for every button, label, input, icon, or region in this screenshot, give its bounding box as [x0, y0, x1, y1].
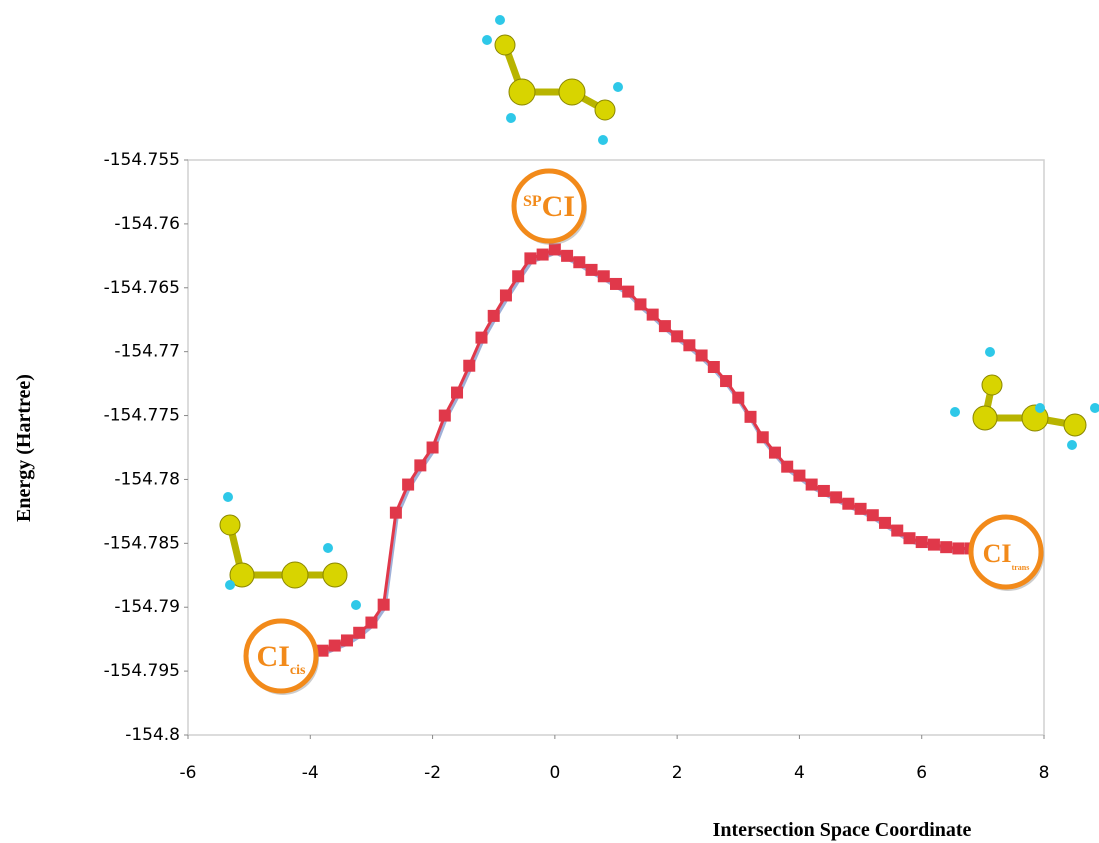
y-tick-label: -154.775 [104, 406, 180, 426]
marker [414, 459, 427, 472]
marker [512, 270, 525, 283]
marker [879, 516, 892, 529]
line [321, 247, 971, 653]
marker [707, 361, 720, 373]
y-tick-label: -154.78 [114, 469, 180, 489]
x-tick-label: 2 [672, 763, 683, 783]
marker [340, 634, 353, 647]
marker [463, 359, 476, 372]
marker [536, 248, 549, 261]
marker [695, 349, 708, 362]
marker [952, 542, 965, 555]
marker [720, 375, 733, 388]
marker [548, 243, 561, 256]
annotation-text: CI [542, 190, 575, 223]
x-tick-label: 4 [794, 763, 805, 783]
molecule-right [950, 347, 1099, 450]
marker [744, 410, 757, 423]
plot-area [187, 159, 1045, 736]
y-axis-title: Energy (Hartree) [13, 374, 35, 522]
molecule-top [482, 15, 623, 145]
marker [817, 484, 830, 497]
annotation-sub: cis [290, 663, 306, 678]
marker [671, 330, 684, 343]
marker [487, 309, 500, 322]
marker [377, 598, 390, 611]
annotation-sub: trans [1012, 563, 1030, 572]
marker [756, 431, 769, 444]
marker [353, 626, 366, 639]
marker [683, 339, 696, 352]
marker [389, 506, 402, 519]
x-tick-label: 6 [916, 763, 927, 783]
x-tick-label: 8 [1039, 763, 1050, 783]
marker [768, 446, 781, 459]
marker [658, 320, 671, 333]
marker [524, 252, 537, 265]
marker [915, 536, 928, 549]
y-tick-label: -154.76 [114, 214, 180, 234]
annotation-circle [243, 618, 319, 694]
marker [903, 532, 916, 545]
annotation-circle [968, 514, 1044, 590]
marker [451, 386, 464, 399]
marker [866, 509, 879, 522]
marker [573, 256, 586, 269]
annotation-circle [511, 168, 587, 244]
annotation: CIcis [257, 640, 306, 678]
marker [499, 289, 512, 302]
marker [561, 249, 574, 262]
y-tick-label: -154.765 [104, 278, 180, 298]
marker [793, 469, 806, 482]
marker [842, 497, 855, 510]
x-tick-label: 0 [549, 763, 560, 783]
marker [646, 308, 659, 321]
marker [891, 524, 904, 537]
y-tick-label: -154.785 [104, 533, 180, 553]
annotation-sup: SP [523, 193, 542, 210]
marker [622, 285, 635, 298]
annotation: SPCI [523, 190, 575, 223]
marker [328, 639, 341, 652]
x-axis-title: Intersection Space Coordinate [713, 819, 972, 841]
marker [732, 391, 745, 404]
marker [585, 263, 598, 276]
marker [438, 409, 451, 422]
marker [597, 270, 610, 283]
marker [634, 298, 647, 311]
marker [927, 538, 940, 551]
annotation-text: CI [257, 640, 290, 673]
annotation: CItrans [983, 539, 1030, 572]
molecule-left [219, 492, 361, 610]
marker [805, 478, 818, 491]
marker [830, 491, 843, 504]
x-tick-label: -6 [180, 763, 197, 783]
marker [365, 616, 378, 629]
x-tick-label: -4 [302, 763, 319, 783]
marker [475, 331, 488, 344]
x-tick-label: -2 [424, 763, 441, 783]
marker [402, 478, 415, 491]
marker [316, 644, 329, 657]
y-tick-label: -154.77 [114, 342, 180, 362]
marker [854, 502, 867, 515]
marker [781, 460, 794, 473]
annotation-text: CI [983, 539, 1012, 568]
y-tick-label: -154.8 [125, 725, 180, 745]
y-tick-label: -154.755 [104, 150, 180, 170]
marker [610, 277, 622, 290]
marker [426, 441, 439, 454]
marker [940, 541, 953, 554]
y-tick-label: -154.79 [114, 597, 180, 617]
y-tick-label: -154.795 [104, 661, 180, 681]
